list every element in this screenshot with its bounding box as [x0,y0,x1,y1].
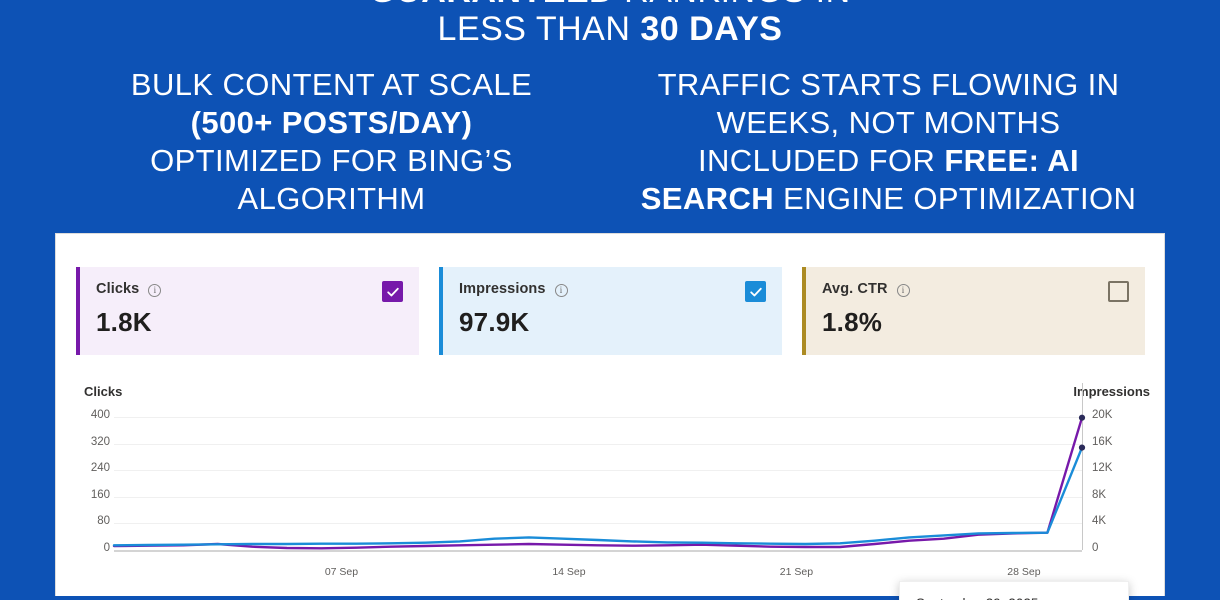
y-axis-left-tick: 240 [90,462,110,475]
performance-chart: Clicks Impressions 400 20K 320 16K 240 12K 160… [56,377,1164,600]
metric-card-avg-ctr-title: Avg. CTR [822,281,888,297]
benefit-right-line-1: TRAFFIC STARTS FLOWING IN [657,67,1120,102]
metric-card-avg-ctr-value: 1.8% [822,307,883,337]
chart-endpoint-clicks [1078,414,1086,421]
y-axis-right-tick: 8K [1092,488,1107,501]
y-axis-right-tick: 4K [1092,515,1107,528]
benefit-left-line-1: BULK CONTENT AT SCALE [130,67,533,102]
info-icon[interactable]: i [554,283,568,297]
headline-line-1: GUARANTEED RANKINGS IN [0,0,1220,10]
y-axis-right-tick: 20K [1092,409,1113,421]
chart-plot-area [112,414,1086,550]
benefit-column-right: TRAFFIC STARTS FLOWING IN WEEKS, NOT MON… [616,66,1161,218]
x-axis-tick: 21 Sep [779,566,814,578]
headline: GUARANTEED RANKINGS IN LESS THAN 30 DAYS [0,0,1220,48]
tooltip-date: September 29, 2025 [916,596,1112,600]
headline-guaranteed: GUARANTEED [369,0,614,10]
benefit-right-line-2: WEEKS, NOT MONTHS [716,105,1061,140]
headline-line-2: LESS THAN 30 DAYS [0,10,1220,48]
benefit-column-left: BULK CONTENT AT SCALE (500+ POSTS/DAY) O… [59,66,604,218]
y-axis-right-tick: 12K [1092,462,1113,475]
benefit-left-posts-per-day: (500+ POSTS/DAY) [190,105,473,140]
y-axis-right-tick: 16K [1092,435,1113,448]
metric-card-clicks-checkbox[interactable] [382,281,403,302]
metric-card-impressions-value: 97.9K [459,307,530,337]
headline-rankings: RANKINGS IN [614,0,850,10]
info-icon[interactable]: i [148,283,162,297]
metric-card-clicks[interactable]: Clicks i 1.8K [76,267,419,355]
chart-right-axis-title: Impressions [1073,384,1150,399]
y-axis-left-tick: 160 [90,488,110,501]
benefit-right-line-4: SEARCH ENGINE OPTIMIZATION [616,180,1161,218]
metric-card-clicks-header: Clicks i [96,281,403,297]
chart-line-clicks [112,416,1084,550]
metric-card-avg-ctr-checkbox[interactable] [1108,281,1129,302]
x-axis-tick: 28 Sep [1007,566,1041,578]
headline-less-than: LESS THAN [437,10,641,48]
benefit-right-search: SEARCH [640,181,775,216]
x-axis-tick: 07 Sep [324,566,359,578]
benefit-right-free-ai: FREE: AI [944,143,1079,178]
metric-card-clicks-title: Clicks [96,281,140,297]
metric-card-impressions-title: Impressions [459,281,546,297]
benefit-right-line-3: INCLUDED FOR FREE: AI [616,142,1161,180]
benefit-left-line-4: ALGORITHM [237,181,426,216]
metric-card-impressions-header: Impressions i [459,281,766,297]
metric-card-clicks-value: 1.8K [96,307,152,337]
y-axis-left-tick: 0 [103,542,110,554]
webmaster-tools-panel: Clicks i 1.8K Impressions i 97.9K [55,233,1165,600]
metric-card-avg-ctr-header: Avg. CTR i [822,281,1129,297]
metric-card-impressions-checkbox[interactable] [745,281,766,302]
benefit-columns: BULK CONTENT AT SCALE (500+ POSTS/DAY) O… [0,66,1220,218]
info-icon[interactable]: i [896,283,910,297]
headline-30-days: 30 DAYS [640,10,783,48]
y-axis-left-tick: 320 [90,435,110,448]
x-axis-tick: 14 Sep [552,566,586,578]
metric-card-avg-ctr[interactable]: Avg. CTR i 1.8% [802,267,1145,355]
chart-tooltip: September 29, 2025 Clicks 398 Impression… [899,581,1129,600]
benefit-left-line-3: OPTIMIZED FOR BING’S [150,143,513,178]
chart-line-impressions [112,446,1084,547]
benefit-right-engine-optimization: ENGINE OPTIMIZATION [774,181,1137,216]
benefit-right-included-for: INCLUDED FOR [698,143,945,178]
benefit-left-line-2: (500+ POSTS/DAY) [59,104,604,142]
y-axis-right-tick: 0 [1092,542,1099,554]
metric-card-impressions[interactable]: Impressions i 97.9K [439,267,782,355]
chart-left-axis-title: Clicks [84,384,123,399]
bottom-strip [0,596,1220,600]
chart-endpoint-impressions [1078,444,1086,451]
metric-cards: Clicks i 1.8K Impressions i 97.9K [76,267,1145,355]
y-axis-left-tick: 80 [97,515,110,528]
y-axis-left-tick: 400 [90,409,110,421]
